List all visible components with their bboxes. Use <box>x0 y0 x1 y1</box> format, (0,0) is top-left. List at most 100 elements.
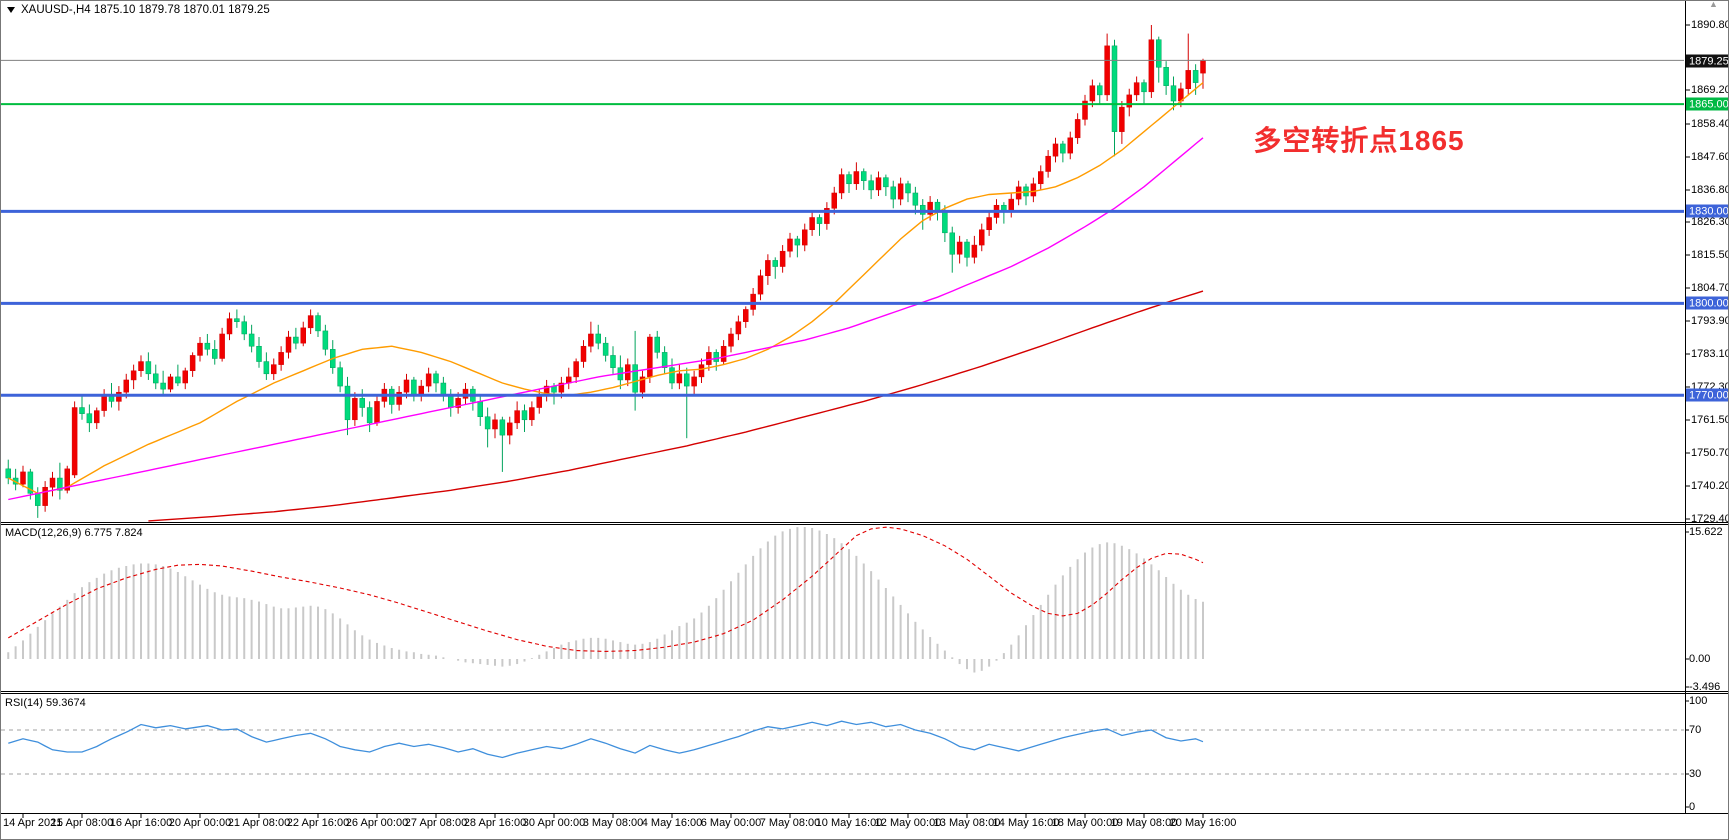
candle-body <box>757 275 764 295</box>
price-tick-label: 1783.10 <box>1691 348 1729 360</box>
candle-body <box>300 327 306 344</box>
candle-body <box>359 398 365 408</box>
chart-annotation-text: 多空转折点1865 <box>1253 125 1465 156</box>
rsi-axis-tick-label: 30 <box>1689 768 1702 780</box>
candle-body <box>271 364 277 375</box>
candle-body <box>492 419 498 430</box>
candle-body <box>484 416 491 430</box>
candle-body <box>794 238 801 246</box>
time-tick-label: 3 May 08:00 <box>582 817 644 829</box>
price-tick-label: 1847.60 <box>1691 151 1729 163</box>
candle-body <box>816 217 823 224</box>
candle-body <box>27 471 34 494</box>
candle-body <box>853 171 860 185</box>
time-tick-label: 7 May 08:00 <box>759 817 821 829</box>
candle-body <box>1008 198 1014 212</box>
candle-body <box>130 370 137 381</box>
candle-body <box>728 333 734 347</box>
candle-body <box>35 493 41 506</box>
candle-body <box>307 315 314 329</box>
symbol-quote-bar[interactable]: XAUUSD-,H4 1875.10 1879.78 1870.01 1879.… <box>7 4 270 16</box>
candle-body <box>396 391 402 405</box>
candle-body <box>153 373 159 384</box>
candle-body <box>226 318 233 335</box>
time-tick-label: 27 Apr 08:00 <box>404 817 468 829</box>
chart-shift-marker-icon[interactable]: ▲ <box>1709 0 1718 9</box>
candle-body <box>1104 45 1110 96</box>
time-tick-label: 16 Apr 16:00 <box>109 817 173 829</box>
candle-body <box>772 260 778 267</box>
candle-body <box>1067 137 1073 154</box>
candle-body <box>514 410 520 424</box>
macd-signal-line <box>8 526 1204 652</box>
rsi-panel[interactable] <box>1 720 1684 775</box>
time-tick-label: 20 Apr 00:00 <box>168 817 232 829</box>
candle-body <box>197 342 203 356</box>
candle-body <box>912 192 919 206</box>
candle-body <box>433 373 439 384</box>
candle-body <box>654 336 660 353</box>
candle-body <box>920 204 926 215</box>
candle-body <box>1170 85 1177 102</box>
price-level-badge: 1865.00 <box>1686 97 1728 111</box>
macd-panel[interactable] <box>7 526 1204 673</box>
candle-body <box>1045 155 1051 172</box>
candle-body <box>1060 143 1066 154</box>
candle-body <box>905 183 911 194</box>
candle-body <box>735 321 742 335</box>
candle-body <box>831 192 837 209</box>
candle-body <box>455 398 461 408</box>
candle-body <box>167 376 174 390</box>
main-price-panel[interactable] <box>1 25 1684 522</box>
candle-body <box>94 410 100 424</box>
candle-body <box>315 315 321 332</box>
candle-body <box>1111 45 1118 132</box>
medium-ma-magenta-line <box>8 137 1204 501</box>
candle-body <box>868 180 874 191</box>
candle-body <box>285 336 292 353</box>
candle-body <box>389 388 395 405</box>
symbol-dropdown-icon[interactable] <box>7 7 15 13</box>
macd-axis-tick-label: 0.00 <box>1689 653 1711 665</box>
candle-body <box>890 186 896 200</box>
candle-body <box>425 373 432 387</box>
candle-body <box>647 336 653 378</box>
candle-body <box>661 352 668 368</box>
fast-ma-orange-line <box>7 82 1204 495</box>
candle-body <box>440 382 447 396</box>
time-tick-label: 6 May 00:00 <box>700 817 762 829</box>
candle-body <box>1097 85 1103 96</box>
candle-body <box>1052 143 1059 157</box>
candle-body <box>846 174 852 185</box>
candle-body <box>942 211 948 234</box>
candle-body <box>234 318 240 322</box>
candle-body <box>241 321 247 335</box>
candle-body <box>71 407 78 476</box>
time-tick-label: 13 May 08:00 <box>933 817 1001 829</box>
candle-body <box>971 244 978 258</box>
candle-body <box>897 183 904 200</box>
candle-body <box>57 477 63 491</box>
rsi-axis-tick-label: 70 <box>1689 724 1702 736</box>
rsi-indicator-label: RSI(14) 59.3674 <box>5 697 86 709</box>
candle-body <box>1156 39 1162 68</box>
candle-body <box>344 385 351 421</box>
time-tick-label: 26 Apr 00:00 <box>345 817 409 829</box>
candle-body <box>123 379 129 393</box>
price-level-badge: 1770.00 <box>1686 388 1728 402</box>
candle-body <box>698 364 705 378</box>
rsi-axis-tick-label: 100 <box>1689 695 1708 707</box>
candle-body <box>116 391 122 402</box>
candle-body <box>558 382 565 393</box>
candle-body <box>927 201 933 215</box>
candle-body <box>787 238 793 252</box>
candle-body <box>964 241 970 258</box>
candle-body <box>1030 183 1037 197</box>
candle-body <box>20 471 26 485</box>
price-tick-label: 1836.80 <box>1691 184 1729 196</box>
candle-body <box>145 361 152 375</box>
candle-body <box>256 345 262 362</box>
candle-body <box>1089 85 1096 102</box>
candle-body <box>824 208 830 224</box>
